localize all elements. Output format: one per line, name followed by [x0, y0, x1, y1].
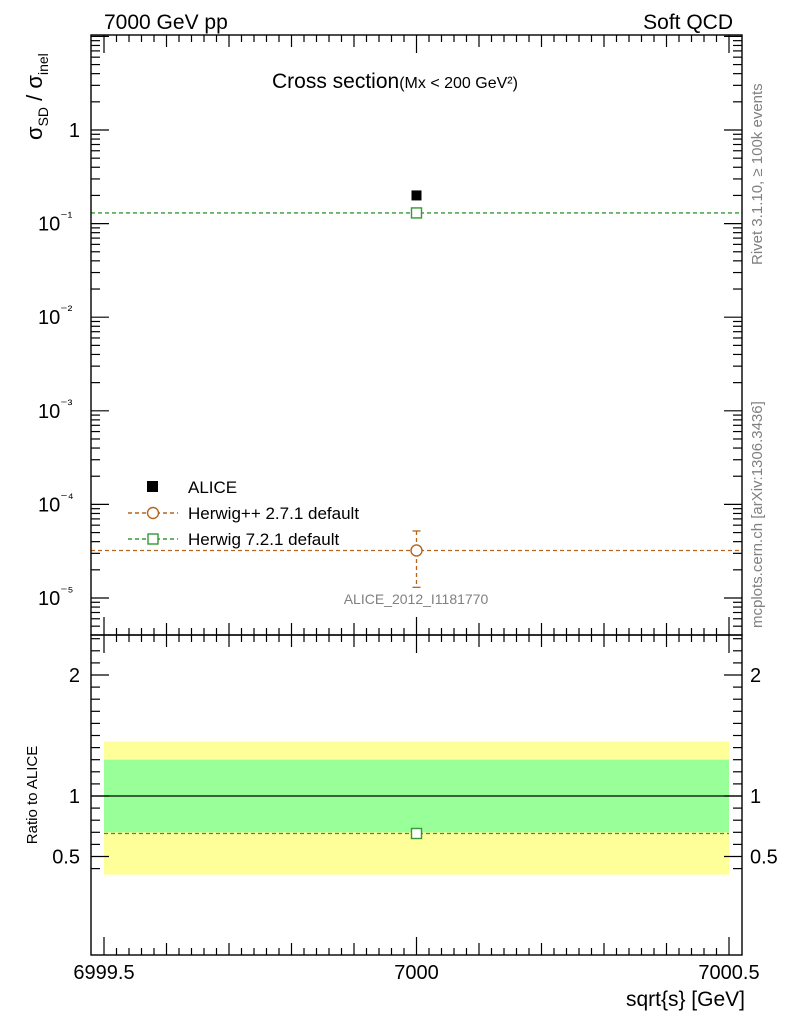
herwig7-point [410, 207, 423, 219]
ratio-bands [104, 741, 729, 875]
mcplots-label: mcplots.cern.ch [arXiv:1306.3436] [749, 401, 766, 628]
legend-marker-herwig7 [147, 533, 159, 545]
main-panel-ticks [91, 35, 742, 635]
y-tick-label: 10⁻⁴ [38, 489, 74, 516]
y-tick-label: 10⁻⁵ [38, 583, 73, 610]
x-axis-label: sqrt{s} [GeV] [626, 988, 745, 1011]
ratio-y-tick-label-right: 0.5 [750, 847, 778, 869]
x-tick-label: 7000 [394, 962, 439, 984]
y-axis-label: σSD / σinel [22, 53, 51, 140]
ratio-y-tick-label: 0.5 [52, 847, 80, 869]
chart-title-main: Cross section [272, 70, 399, 93]
x-tick-label: 7000.5 [698, 962, 759, 984]
ratio-panel-frame [90, 634, 743, 956]
legend-label-herwigpp: Herwig++ 2.7.1 default [188, 504, 359, 523]
ratio-y-tick-label: 2 [69, 665, 80, 687]
ratio-panel-tick-labels: 0.5 0.5 1 1 2 2 6999.5 7000 7000.5 [52, 665, 778, 984]
ratio-panel: 0.5 0.5 1 1 2 2 6999.5 7000 7000.5 Ratio to ALIC… [24, 634, 778, 1011]
ratio-panel-ticks [91, 635, 742, 955]
legend: ALICE Herwig++ 2.7.1 default Herwig 7.2.… [128, 478, 359, 549]
chart-subtitle: (Mx < 200 GeV²) [399, 75, 518, 92]
chart-title: Cross section(Mx < 200 GeV²) [272, 70, 518, 93]
ratio-y-tick-label-right: 1 [750, 786, 761, 808]
alice-point [411, 190, 422, 201]
ratio-y-tick-label: 1 [69, 786, 80, 808]
ratio-y-axis-label: Ratio to ALICE [24, 746, 41, 844]
analysis-label: ALICE_2012_I1181770 [344, 591, 489, 607]
legend-marker-alice [147, 481, 158, 492]
legend-label-herwig7: Herwig 7.2.1 default [188, 530, 339, 549]
y-tick-label: 10⁻¹ [38, 209, 73, 236]
y-tick-label: 10⁻³ [38, 396, 73, 423]
header-left: 7000 GeV pp [104, 11, 228, 34]
ratio-herwig7-point [410, 827, 423, 840]
main-panel: 10⁻⁵ 10⁻⁴ 10⁻³ 10⁻² 10⁻¹ 1 Cross section(Mx <… [22, 34, 743, 636]
x-tick-label: 6999.5 [73, 962, 134, 984]
header-right: Soft QCD [643, 11, 733, 34]
ratio-series [104, 827, 729, 840]
rivet-label: Rivet 3.1.10, ≥ 100k events [749, 83, 766, 265]
herwigpp-point [410, 544, 423, 557]
legend-label-alice: ALICE [188, 478, 237, 497]
main-panel-tick-labels: 10⁻⁵ 10⁻⁴ 10⁻³ 10⁻² 10⁻¹ 1 [38, 120, 80, 610]
y-tick-label: 1 [69, 120, 80, 142]
svg-text:σSD / σinel: σSD / σinel [22, 53, 51, 140]
y-tick-label: 10⁻² [38, 302, 73, 329]
legend-marker-herwigpp [146, 506, 160, 520]
ratio-y-tick-label-right: 2 [750, 665, 761, 687]
main-series [91, 190, 742, 588]
